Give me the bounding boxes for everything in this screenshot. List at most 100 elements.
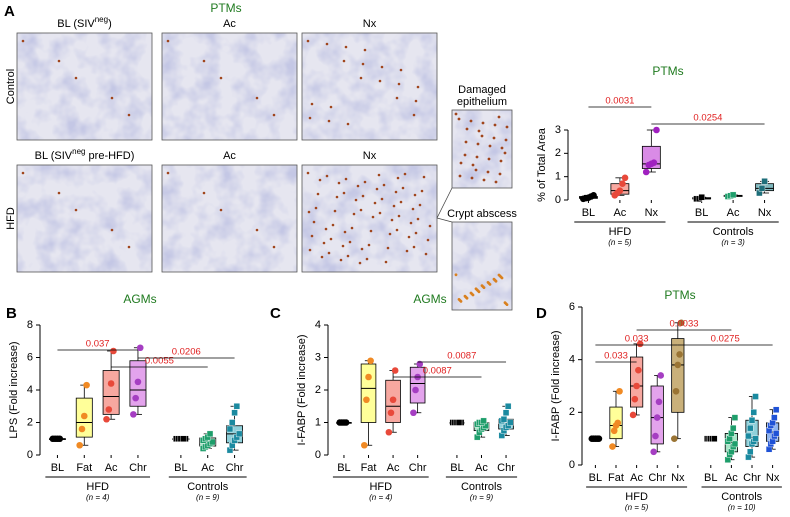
stain-dot	[306, 171, 310, 175]
stain-dot	[497, 115, 501, 119]
stain-dot	[394, 190, 398, 194]
point	[748, 417, 756, 424]
group-n: (n = 3)	[721, 238, 745, 247]
y-tick-label: 0	[27, 449, 33, 461]
point	[130, 411, 137, 418]
point	[412, 386, 419, 394]
x-tick-label: Ac	[387, 462, 400, 474]
micrograph-frame	[301, 32, 438, 141]
column-label: BL (SIVneg pre-HFD)	[35, 147, 135, 162]
point	[610, 427, 618, 435]
stain-dot	[454, 273, 458, 277]
stain-dot	[367, 243, 371, 247]
micrograph-frame	[161, 32, 298, 141]
stain-dot	[397, 214, 401, 218]
x-tick-label: Ac	[725, 472, 738, 484]
micrograph	[17, 33, 152, 140]
stain-dot	[356, 184, 360, 188]
group-label: HFD	[609, 226, 632, 238]
point	[76, 441, 83, 449]
point	[731, 414, 739, 421]
group-label: Controls	[721, 491, 762, 503]
column-label: Ac	[223, 150, 236, 162]
x-tick-label: Chr	[743, 472, 761, 484]
label-after: )	[108, 18, 112, 30]
y-axis-label: I-FABP (Fold increase)	[296, 334, 308, 445]
stain-dot	[474, 287, 478, 291]
point	[761, 178, 768, 185]
stain-dot	[344, 177, 348, 181]
point	[642, 168, 650, 176]
label-text: Nx	[363, 18, 377, 30]
stain-dot	[407, 235, 411, 239]
stain-dot	[493, 123, 497, 127]
stain-dot	[457, 117, 461, 121]
point	[653, 126, 660, 134]
x-tick-label: BL	[51, 462, 64, 474]
inset-frame	[451, 109, 513, 189]
inset-label: Crypt abscess	[447, 208, 517, 220]
group-label: Controls	[187, 481, 228, 493]
point	[752, 393, 759, 400]
stain-dot	[127, 113, 131, 117]
stain-dot	[342, 59, 346, 63]
point	[110, 347, 117, 355]
stain-dot	[74, 76, 78, 80]
label-after: pre-HFD)	[85, 150, 134, 162]
point	[616, 387, 623, 395]
y-tick-label: 0	[315, 449, 321, 461]
stain-dot	[396, 176, 400, 180]
stain-dot	[388, 232, 392, 236]
point	[226, 425, 234, 433]
y-axis-label: I-FABP (Fold increase)	[550, 330, 562, 441]
stain-dot	[476, 142, 480, 146]
stain-dot	[412, 245, 416, 249]
point	[78, 425, 86, 433]
stain-dot	[499, 159, 503, 163]
x-tick-label: Fat	[608, 472, 624, 484]
micrograph-frame	[161, 164, 298, 273]
micrograph	[162, 165, 297, 272]
stain-dot	[127, 245, 131, 249]
stain-dot	[74, 208, 78, 212]
stain-dot	[380, 65, 384, 69]
point	[636, 340, 644, 348]
stain-dot	[418, 203, 422, 207]
y-tick-label: 0	[555, 194, 561, 206]
stain-dot	[492, 136, 496, 140]
micrograph	[302, 33, 437, 140]
point	[670, 435, 678, 442]
point	[391, 367, 399, 374]
x-tick-label: Chr	[129, 462, 147, 474]
point	[676, 351, 683, 358]
x-tick-label: BL	[582, 207, 595, 219]
point	[105, 406, 113, 413]
stain-dot	[377, 173, 381, 177]
stain-dot	[498, 172, 502, 176]
point	[655, 398, 663, 406]
stain-dot	[307, 210, 311, 214]
point	[387, 409, 395, 417]
stain-dot	[414, 231, 418, 235]
point	[83, 381, 90, 389]
stain-dot	[327, 251, 331, 255]
stain-dot	[422, 175, 426, 179]
y-tick-label: 6	[27, 351, 33, 363]
point	[635, 366, 642, 374]
stain-dot	[386, 246, 390, 250]
p-value: 0.0254	[693, 113, 722, 124]
stain-dot	[480, 134, 484, 138]
stain-dot	[378, 79, 382, 83]
stain-dot	[371, 215, 375, 219]
x-tick-label: Nx	[645, 207, 659, 219]
stain-dot	[500, 146, 504, 150]
stain-dot	[324, 227, 328, 231]
stain-dot	[426, 238, 430, 242]
x-tick-label: BL	[589, 472, 602, 484]
point	[389, 396, 397, 404]
stain-dot	[475, 155, 479, 159]
panel-letter: A	[4, 3, 15, 20]
y-tick-label: 2	[27, 416, 33, 428]
stain-dot	[409, 221, 413, 225]
point	[752, 435, 759, 442]
